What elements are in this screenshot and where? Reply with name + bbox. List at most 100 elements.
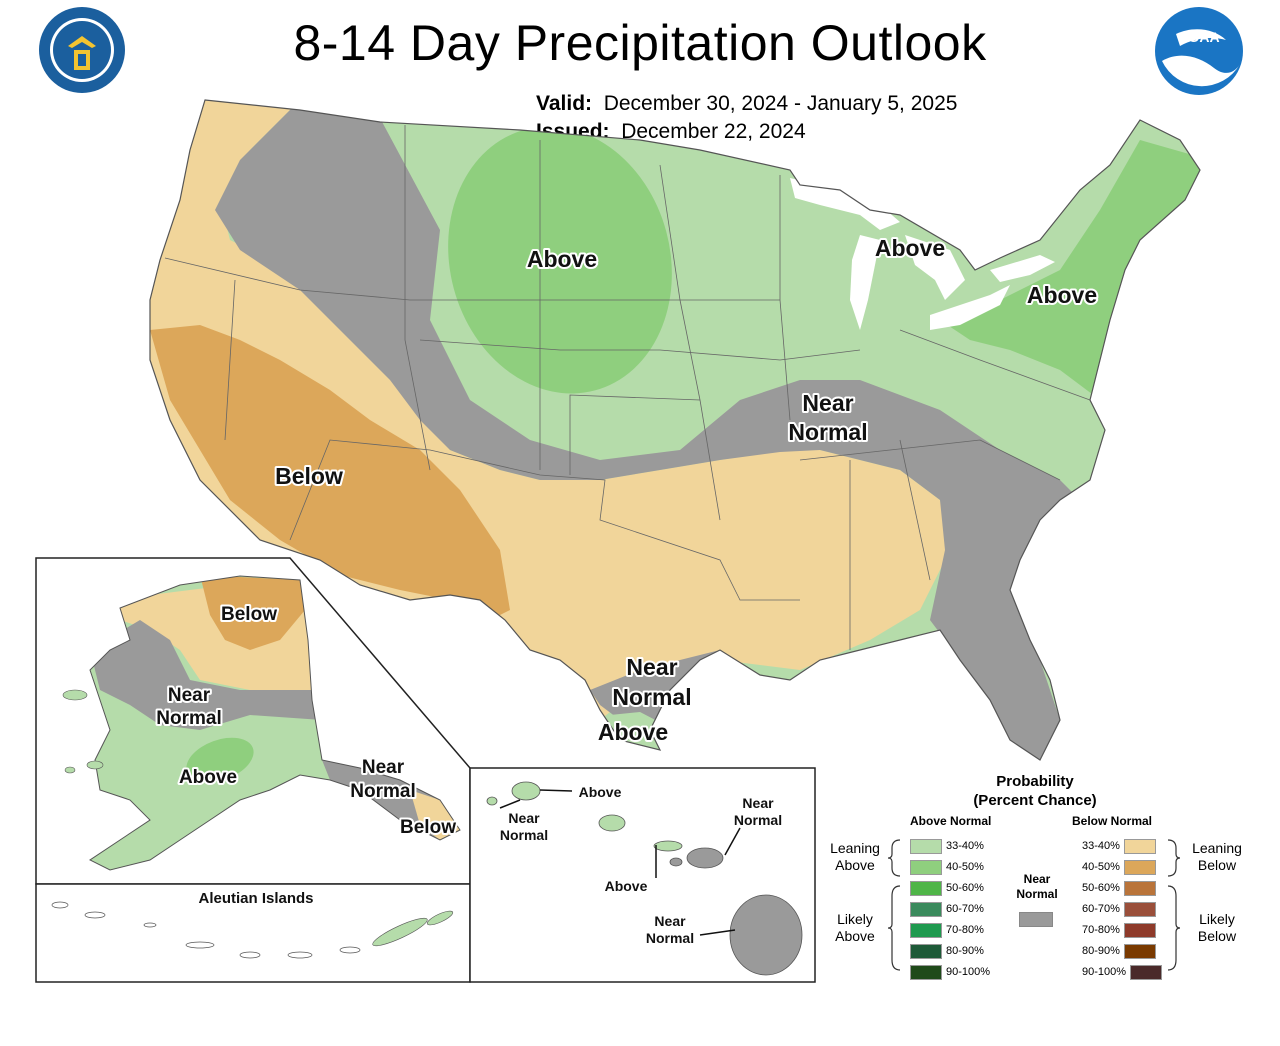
range-label: 70-80% [946,924,984,936]
alaska-islands [62,689,104,774]
issued-date: December 22, 2024 [621,120,806,143]
legend-leaning-below-line2: Below [1197,857,1237,873]
label-near-normal-line1: Near [802,390,853,416]
range-label: 50-60% [946,882,984,894]
legend-title: Probability (Percent Chance) [940,772,1130,810]
aleutian-west-islands [51,901,361,959]
valid-line: Valid: December 30, 2024 - January 5, 20… [536,90,957,118]
hi-label-near-3b: Normal [646,930,694,946]
legend-near-line1: Near [1023,872,1051,886]
swatch-below-40-50 [1123,859,1156,875]
legend-below-50-60: 50-60% [1082,880,1156,896]
swatch-above-33-40 [910,838,942,854]
ak-panhandle-near-line1: Near [362,757,405,778]
ak-panhandle-near-line2: Normal [350,781,415,802]
legend-leaning-above-line2: Above [835,857,875,873]
swatch-above-50-60 [910,880,942,896]
range-label: 33-40% [946,840,984,852]
swatch-above-60-70 [910,901,942,917]
label-texas-above: Above [598,719,668,745]
hi-label-near-1b: Normal [500,827,548,843]
hi-label-near-2a: Near [742,795,774,811]
hawaii-islands [486,781,803,976]
ak-panhandle-below: Below [400,817,456,838]
legend-below-90-100: 90-100% [1082,964,1163,980]
noaa-logo: NOAA [1155,7,1243,95]
legend-likely-above: Likely Above [820,911,890,945]
map-title: 8-14 Day Precipitation Outlook [293,15,987,71]
legend-below-40-50: 40-50% [1082,859,1156,875]
range-label: 50-60% [1082,882,1120,894]
legend-above-70-80: 70-80% [910,922,984,938]
range-label: 40-50% [1082,861,1120,873]
hi-label-near-1a: Near [508,810,540,826]
range-label: 70-80% [1082,924,1120,936]
legend-above-33-40: 33-40% [910,838,984,854]
range-label: 40-50% [946,861,984,873]
legend-below-70-80: 70-80% [1082,922,1156,938]
swatch-above-40-50 [910,859,942,875]
legend-likely-below: Likely Below [1182,911,1252,945]
swatch-above-70-80 [910,922,942,938]
state-boundaries [164,125,1091,650]
range-label: 33-40% [1082,840,1120,852]
legend-above-60-70: 60-70% [910,901,984,917]
swatch-below-90-100 [1130,964,1163,980]
legend-below-80-90: 80-90% [1082,943,1156,959]
legend-leaning-below-line1: Leaning [1192,840,1242,856]
noaa-text: NOAA [1178,29,1219,45]
ak-label-below: Below [221,604,277,625]
swatch-below-70-80 [1123,922,1156,938]
legend-above-header: Above Normal [910,814,992,828]
ak-label-near-line1: Near [168,685,211,706]
legend-leaning-above: Leaning Above [820,840,890,874]
ak-label-near-line2: Normal [156,708,221,729]
swatch-above-90-100 [910,964,942,980]
aleutian-title: Aleutian Islands [198,890,313,907]
aleutian-islands [372,910,454,947]
legend-likely-above-line2: Above [835,928,875,944]
label-above-north-plains: Above [527,246,597,272]
hi-label-near-2b: Normal [734,812,782,828]
range-label: 90-100% [1082,966,1127,978]
legend-above-50-60: 50-60% [910,880,984,896]
legend-near-normal-header: Near Normal [1016,872,1058,902]
legend-left-braces [887,839,901,971]
label-above-great-lakes: Above [875,235,945,261]
label-below-west: Below [275,463,343,489]
label-texas-near-line1: Near [626,654,677,680]
range-label: 60-70% [1082,903,1120,915]
legend-above-80-90: 80-90% [910,943,984,959]
legend-title-line2: (Percent Chance) [973,792,1097,809]
valid-label: Valid: [536,92,593,115]
label-near-normal-line2: Normal [788,419,867,445]
legend-leaning-above-line1: Leaning [830,840,880,856]
range-label: 80-90% [946,945,984,957]
range-label: 60-70% [946,903,984,915]
legend-below-60-70: 60-70% [1082,901,1156,917]
legend-likely-below-line1: Likely [1199,911,1235,927]
date-block: Valid: December 30, 2024 - January 5, 20… [536,90,957,146]
swatch-near-normal [1019,912,1053,927]
valid-range: December 30, 2024 - January 5, 2025 [603,92,958,115]
range-label: 90-100% [946,966,991,978]
swatch-below-60-70 [1123,901,1156,917]
legend-near-line2: Normal [1016,887,1058,901]
legend-leaning-below: Leaning Below [1182,840,1252,874]
alaska-outline [89,575,461,871]
probability-legend: Probability (Percent Chance) Above Norma… [820,770,1260,1010]
label-above-northeast: Above [1027,282,1097,308]
swatch-below-50-60 [1123,880,1156,896]
swatch-above-80-90 [910,943,942,959]
swatch-below-33-40 [1123,838,1156,854]
range-label: 80-90% [1082,945,1120,957]
hi-label-above-1: Above [579,784,622,800]
hi-label-above-2: Above [605,878,648,894]
legend-likely-above-line1: Likely [837,911,873,927]
conus-outline [149,99,1201,761]
legend-above-90-100: 90-100% [910,964,990,980]
legend-below-header: Below Normal [1072,814,1153,828]
swatch-below-80-90 [1123,943,1156,959]
legend-below-33-40: 33-40% [1082,838,1156,854]
legend-likely-below-line2: Below [1197,928,1237,944]
